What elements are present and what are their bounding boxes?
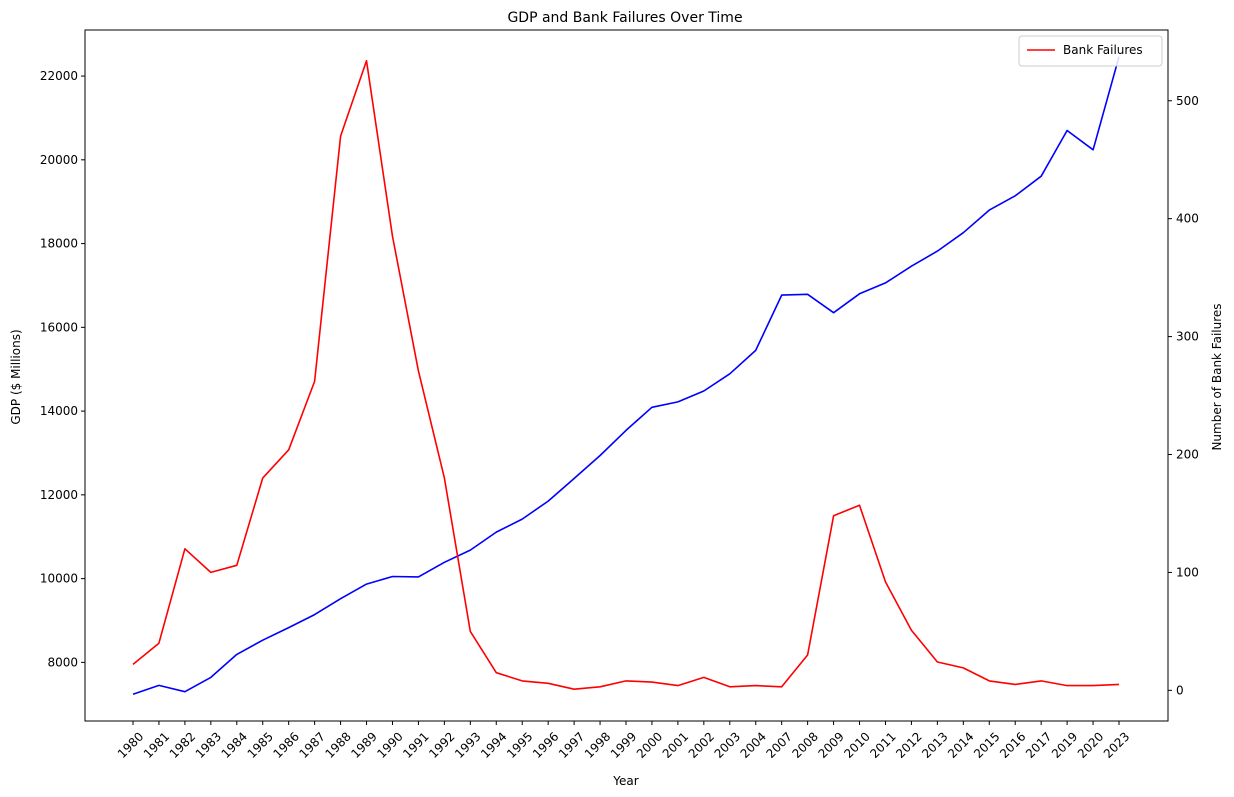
y-right-tick-label: 0: [1176, 683, 1184, 697]
y-right-tick-label: 400: [1176, 212, 1199, 226]
legend: Bank Failures: [1018, 35, 1163, 67]
y-left-tick-label: 14000: [40, 404, 78, 418]
legend-label: Bank Failures: [1063, 43, 1143, 57]
y-right-tick-label: 500: [1176, 94, 1199, 108]
y-left-tick-label: 16000: [40, 320, 78, 334]
y-axis-right-title: Number of Bank Failures: [1210, 303, 1224, 450]
series-line-gdp: [132, 56, 1120, 695]
y-left-tick-label: 18000: [40, 237, 78, 251]
chart-title: GDP and Bank Failures Over Time: [507, 10, 742, 26]
legend-box: [1018, 35, 1163, 67]
x-axis-title: Year: [612, 774, 638, 788]
y-left-tick-label: 8000: [47, 655, 78, 669]
y-right-tick-label: 100: [1176, 565, 1199, 579]
plot-area: [132, 56, 1120, 695]
y-right-tick-label: 300: [1176, 330, 1199, 344]
series-line-bank-failures: [132, 59, 1120, 691]
y-axis-left-title: GDP ($ Millions): [9, 329, 23, 424]
y-right-tick-label: 200: [1176, 448, 1199, 462]
y-left-tick-label: 12000: [40, 488, 78, 502]
y-left-tick-label: 20000: [40, 153, 78, 167]
y-left-tick-label: 10000: [40, 572, 78, 586]
y-left-tick-label: 22000: [40, 69, 78, 83]
